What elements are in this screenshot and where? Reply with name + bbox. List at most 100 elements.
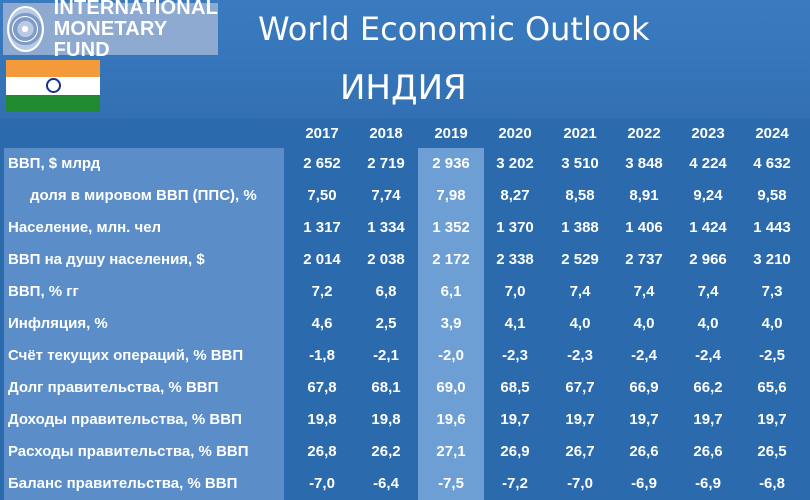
table-cell-2023: 2 966: [689, 251, 727, 268]
year-header-2020: 2020: [498, 125, 532, 142]
label-column-band: [4, 148, 284, 500]
table-cell-2019: 7,98: [436, 187, 466, 204]
table-cell-2017: 2 652: [303, 155, 341, 172]
row-label: Инфляция, %: [8, 315, 108, 332]
table-cell-2020: 8,27: [500, 187, 530, 204]
imf-logo-text: INTERNATIONAL MONETARY FUND: [54, 0, 218, 61]
table-cell-2024: 7,3: [761, 283, 783, 300]
table-cell-2022: -2,4: [631, 347, 657, 364]
table-cell-2018: 1 334: [367, 219, 405, 236]
table-cell-2022: 1 406: [625, 219, 663, 236]
table-cell-2023: 1 424: [689, 219, 727, 236]
row-label: Население, млн. чел: [8, 219, 162, 236]
row-label: Счёт текущих операций, % ВВП: [8, 347, 244, 364]
table-cell-2019: 1 352: [432, 219, 470, 236]
table-cell-2022: 2 737: [625, 251, 663, 268]
table-cell-2020: 1 370: [496, 219, 534, 236]
table-cell-2019: 69,0: [436, 379, 466, 396]
table-cell-2022: 7,4: [633, 283, 655, 300]
imf-seal-icon: [7, 6, 44, 52]
table-cell-2023: 7,4: [697, 283, 719, 300]
table-cell-2024: -6,8: [759, 475, 785, 492]
table-cell-2018: 6,8: [375, 283, 397, 300]
table-cell-2021: 7,4: [569, 283, 591, 300]
table-cell-2022: 4,0: [633, 315, 655, 332]
table-cell-2023: -2,4: [695, 347, 721, 364]
row-label: ВВП, % гг: [8, 283, 79, 300]
india-flag-icon: [6, 60, 100, 112]
table-cell-2022: 3 848: [625, 155, 663, 172]
table-cell-2023: 9,24: [693, 187, 723, 204]
table-cell-2019: 6,1: [440, 283, 462, 300]
table-cell-2017: 7,2: [311, 283, 333, 300]
table-cell-2024: -2,5: [759, 347, 785, 364]
table-cell-2019: 27,1: [436, 443, 466, 460]
table-cell-2019: 3,9: [440, 315, 462, 332]
table-cell-2019: -2,0: [438, 347, 464, 364]
table-cell-2018: 2 038: [367, 251, 405, 268]
table-cell-2024: 19,7: [757, 411, 787, 428]
table-cell-2022: 66,9: [629, 379, 659, 396]
table-cell-2023: 4,0: [697, 315, 719, 332]
year-header-2021: 2021: [563, 125, 597, 142]
table-cell-2017: -1,8: [309, 347, 335, 364]
table-cell-2018: 19,8: [371, 411, 401, 428]
table-cell-2024: 3 210: [753, 251, 791, 268]
highlight-column-2019: [418, 148, 484, 500]
table-cell-2017: -7,0: [309, 475, 335, 492]
table-cell-2017: 1 317: [303, 219, 341, 236]
row-label: Баланс правительства, % ВВП: [8, 475, 238, 492]
table-cell-2020: 68,5: [500, 379, 530, 396]
table-cell-2021: 67,7: [565, 379, 595, 396]
table-cell-2019: 19,6: [436, 411, 466, 428]
row-label: Расходы правительства, % ВВП: [8, 443, 249, 460]
table-cell-2017: 19,8: [307, 411, 337, 428]
table-cell-2018: 7,74: [371, 187, 401, 204]
table-row: ВВП на душу населения, $ 2 014 2 038 2 172 2…: [0, 244, 810, 276]
table-cell-2024: 4 632: [753, 155, 791, 172]
page-title: World Economic Outlook: [258, 10, 650, 48]
table-cell-2017: 2 014: [303, 251, 341, 268]
year-header-2023: 2023: [691, 125, 725, 142]
table-cell-2017: 7,50: [307, 187, 337, 204]
table-cell-2021: 1 388: [561, 219, 599, 236]
data-table: 2017 2018 2019 2020 2021 2022 2023 2024 ВВП, $ …: [0, 118, 810, 500]
table-cell-2020: -2,3: [502, 347, 528, 364]
table-cell-2021: -7,0: [567, 475, 593, 492]
table-row: Доходы правительства, % ВВП 19,8 19,8 19,6 1…: [0, 404, 810, 436]
header: INTERNATIONAL MONETARY FUND World Econom…: [0, 0, 810, 118]
table-cell-2018: -2,1: [373, 347, 399, 364]
table-cell-2023: -6,9: [695, 475, 721, 492]
table-cell-2020: 3 202: [496, 155, 534, 172]
table-cell-2020: -7,2: [502, 475, 528, 492]
table-cell-2021: 26,7: [565, 443, 595, 460]
org-line-2: MONETARY FUND: [53, 17, 168, 61]
table-cell-2018: 26,2: [371, 443, 401, 460]
table-cell-2017: 26,8: [307, 443, 337, 460]
table-cell-2018: 68,1: [371, 379, 401, 396]
table-cell-2019: -7,5: [438, 475, 464, 492]
year-header-2024: 2024: [755, 125, 789, 142]
table-cell-2021: 2 529: [561, 251, 599, 268]
table-row: доля в мировом ВВП (ППС), % 7,50 7,74 7,98 8…: [0, 180, 810, 212]
table-row: Баланс правительства, % ВВП -7,0 -6,4 -7,5 -…: [0, 468, 810, 500]
org-line-1: INTERNATIONAL: [53, 0, 218, 19]
table-cell-2021: -2,3: [567, 347, 593, 364]
table-cell-2022: 8,91: [629, 187, 659, 204]
table-row: ВВП, $ млрд 2 652 2 719 2 936 3 202 3 510 3 84…: [0, 148, 810, 180]
table-cell-2017: 67,8: [307, 379, 337, 396]
table-row: Счёт текущих операций, % ВВП -1,8 -2,1 -2,0…: [0, 340, 810, 372]
table-cell-2024: 26,5: [757, 443, 787, 460]
table-cell-2024: 9,58: [757, 187, 787, 204]
row-label: Долг правительства, % ВВП: [8, 379, 219, 396]
row-label: ВВП на душу населения, $: [8, 251, 205, 268]
chakra-icon: [45, 78, 61, 94]
table-row: Население, млн. чел 1 317 1 334 1 352 1 370 1…: [0, 212, 810, 244]
table-cell-2023: 4 224: [689, 155, 727, 172]
table-cell-2019: 2 172: [432, 251, 470, 268]
table-row: Расходы правительства, % ВВП 26,8 26,2 27,1…: [0, 436, 810, 468]
table-cell-2017: 4,6: [311, 315, 333, 332]
year-header-2022: 2022: [627, 125, 661, 142]
table-cell-2018: 2 719: [367, 155, 405, 172]
table-cell-2020: 4,1: [504, 315, 526, 332]
